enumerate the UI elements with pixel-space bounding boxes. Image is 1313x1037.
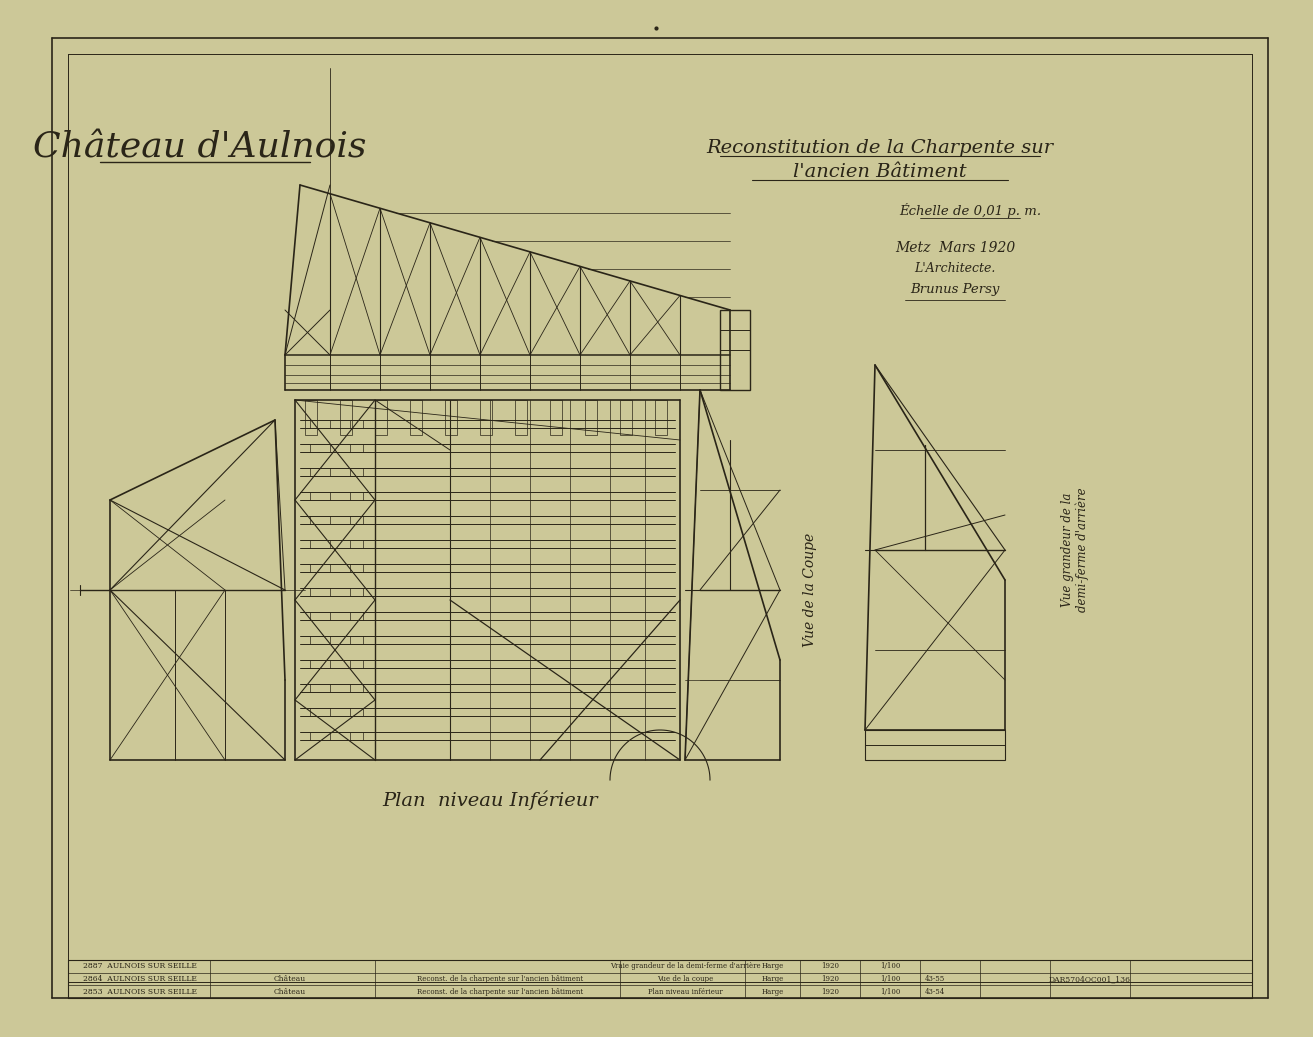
Text: Reconst. de la charpente sur l'ancien bâtiment: Reconst. de la charpente sur l'ancien bâ… xyxy=(418,975,583,983)
Bar xyxy=(865,730,1004,760)
Text: Harge: Harge xyxy=(762,987,784,996)
Text: Brunus Persy: Brunus Persy xyxy=(910,283,999,297)
Text: 1920: 1920 xyxy=(821,987,839,996)
Text: Reconstitution de la Charpente sur: Reconstitution de la Charpente sur xyxy=(706,139,1053,157)
Text: 1920: 1920 xyxy=(821,962,839,971)
Bar xyxy=(410,400,421,435)
Text: 1/100: 1/100 xyxy=(880,975,901,983)
Bar xyxy=(305,400,316,435)
Text: 2887  AULNOIS SUR SEILLE: 2887 AULNOIS SUR SEILLE xyxy=(83,962,197,971)
Bar xyxy=(481,400,492,435)
Text: 2864  AULNOIS SUR SEILLE: 2864 AULNOIS SUR SEILLE xyxy=(83,975,197,983)
Bar xyxy=(376,400,387,435)
Text: 43-55: 43-55 xyxy=(924,975,945,983)
Text: 43-54: 43-54 xyxy=(924,987,945,996)
Text: Metz  Mars 1920: Metz Mars 1920 xyxy=(895,241,1015,255)
Bar xyxy=(620,400,632,435)
Text: l'ancien Bâtiment: l'ancien Bâtiment xyxy=(793,163,966,181)
Text: Château d'Aulnois: Château d'Aulnois xyxy=(33,131,366,165)
Text: Harge: Harge xyxy=(762,962,784,971)
Text: Plan niveau inférieur: Plan niveau inférieur xyxy=(647,987,722,996)
Text: Vraie grandeur de la demi-ferme d'arrière: Vraie grandeur de la demi-ferme d'arrièr… xyxy=(609,962,760,971)
Bar xyxy=(340,400,352,435)
Text: DAR5704OC001_136: DAR5704OC001_136 xyxy=(1049,975,1130,983)
Bar xyxy=(445,400,457,435)
Text: Vue grandeur de la
demi-ferme d'arrière: Vue grandeur de la demi-ferme d'arrière xyxy=(1061,487,1090,612)
Text: L'Architecte.: L'Architecte. xyxy=(914,261,995,275)
Text: Harge: Harge xyxy=(762,975,784,983)
Text: Château: Château xyxy=(274,975,306,983)
Bar xyxy=(515,400,527,435)
Text: Vue de la coupe: Vue de la coupe xyxy=(656,975,713,983)
Text: Vue de la Coupe: Vue de la Coupe xyxy=(804,533,817,647)
Text: Reconst. de la charpente sur l'ancien bâtiment: Reconst. de la charpente sur l'ancien bâ… xyxy=(418,987,583,996)
Bar xyxy=(655,400,667,435)
Text: Échelle de 0,01 p. m.: Échelle de 0,01 p. m. xyxy=(899,202,1041,218)
Text: Château: Château xyxy=(274,987,306,996)
Text: 1/100: 1/100 xyxy=(880,962,901,971)
Text: 2853  AULNOIS SUR SEILLE: 2853 AULNOIS SUR SEILLE xyxy=(83,987,197,996)
Text: 1/100: 1/100 xyxy=(880,987,901,996)
Text: Plan  niveau Inférieur: Plan niveau Inférieur xyxy=(382,790,597,810)
Text: 1920: 1920 xyxy=(821,975,839,983)
Bar xyxy=(586,400,597,435)
Bar xyxy=(550,400,562,435)
Bar xyxy=(720,310,750,390)
